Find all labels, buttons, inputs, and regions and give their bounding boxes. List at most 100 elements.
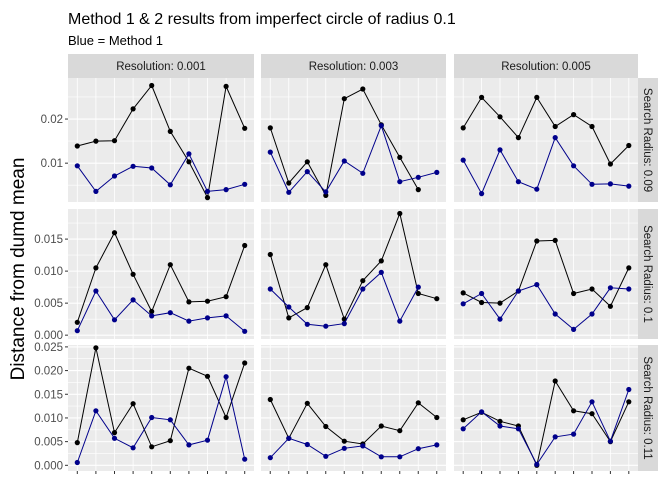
- data-point-method-1: [497, 423, 503, 429]
- data-point-method-1: [534, 461, 540, 467]
- data-point-method-2: [571, 290, 577, 297]
- data-point-method-2: [460, 290, 466, 296]
- data-point-method-1: [571, 431, 577, 437]
- row-strip-label: Search Radius: 0.09: [641, 88, 653, 192]
- column-strip: [68, 54, 254, 78]
- data-point-method-2: [397, 428, 403, 434]
- data-point-method-2: [479, 94, 485, 100]
- data-point-method-2: [515, 135, 522, 141]
- series-line-method-2: [462, 96, 630, 165]
- data-point-method-1: [434, 442, 440, 448]
- data-point-method-1: [74, 163, 80, 169]
- data-point-method-1: [360, 170, 366, 176]
- data-point-method-1: [167, 310, 173, 316]
- data-point-method-2: [111, 230, 118, 236]
- data-point-method-2: [130, 106, 136, 112]
- y-axis-label: Distance from dumd mean: [8, 158, 29, 381]
- panel-background: [261, 78, 446, 202]
- data-point-method-2: [267, 251, 273, 258]
- data-point-method-1: [323, 323, 329, 329]
- data-point-method-1: [589, 399, 595, 405]
- data-point-method-1: [341, 321, 347, 327]
- data-point-method-1: [186, 151, 192, 157]
- data-point-method-1: [497, 147, 503, 153]
- data-point-method-1: [397, 454, 403, 460]
- data-point-method-1: [415, 174, 421, 180]
- data-point-method-1: [149, 313, 155, 319]
- data-point-method-2: [130, 401, 136, 407]
- data-point-method-1: [626, 183, 632, 189]
- facet-panel: [68, 209, 254, 339]
- data-point-method-1: [186, 318, 192, 324]
- data-point-method-2: [149, 308, 155, 315]
- facet-panel: [68, 345, 254, 471]
- data-point-method-1: [460, 157, 466, 163]
- data-point-method-2: [204, 298, 211, 304]
- data-point-method-1: [111, 435, 118, 441]
- panel-background: [68, 345, 254, 471]
- data-point-method-1: [397, 179, 403, 185]
- y-tick-label: 0.02: [41, 114, 63, 126]
- data-point-method-1: [341, 445, 347, 451]
- data-point-method-2: [479, 299, 485, 306]
- chart-subtitle: Blue = Method 1: [68, 33, 163, 48]
- data-point-method-1: [378, 269, 384, 275]
- data-point-method-1: [130, 445, 136, 451]
- data-point-method-1: [479, 409, 485, 415]
- data-point-method-2: [323, 423, 329, 430]
- data-point-method-1: [242, 456, 248, 462]
- data-point-method-1: [304, 321, 310, 327]
- data-point-method-1: [397, 318, 403, 324]
- data-point-method-1: [497, 316, 503, 322]
- row-strip-label: Search Radius: 0.11: [641, 356, 653, 459]
- data-point-method-2: [460, 125, 466, 131]
- data-point-method-2: [74, 319, 80, 325]
- data-point-method-1: [479, 191, 485, 197]
- series-line-method-1: [76, 289, 246, 332]
- data-point-method-2: [626, 265, 632, 271]
- data-point-method-1: [589, 181, 595, 187]
- data-point-method-2: [341, 96, 347, 102]
- data-point-method-1: [204, 437, 211, 443]
- data-point-method-2: [149, 82, 155, 89]
- row-strip: [638, 78, 658, 202]
- data-point-method-1: [149, 414, 155, 421]
- data-point-method-2: [286, 315, 292, 321]
- data-point-method-2: [552, 378, 558, 384]
- data-point-method-2: [204, 195, 211, 201]
- data-point-method-2: [242, 125, 248, 131]
- data-point-method-1: [286, 435, 292, 441]
- row-strip: [638, 209, 658, 339]
- y-tick-label: 0.010: [34, 266, 63, 278]
- series-line-method-2: [76, 347, 246, 448]
- data-point-method-1: [460, 426, 466, 432]
- data-point-method-2: [552, 237, 558, 243]
- series-line-method-2: [77, 84, 246, 200]
- panel-background: [454, 78, 638, 202]
- data-point-method-2: [74, 440, 80, 446]
- data-point-method-2: [130, 271, 136, 277]
- panel-background: [68, 78, 254, 202]
- data-point-method-2: [397, 154, 403, 160]
- data-point-method-2: [167, 262, 173, 268]
- data-point-method-2: [360, 86, 366, 92]
- data-point-method-2: [111, 138, 118, 144]
- data-point-method-2: [223, 294, 229, 300]
- data-point-method-1: [267, 149, 273, 155]
- data-point-method-2: [323, 262, 329, 268]
- series-line-method-1: [76, 152, 245, 193]
- data-point-method-1: [626, 286, 632, 292]
- data-point-method-1: [304, 441, 310, 448]
- data-point-method-1: [130, 297, 136, 303]
- data-point-method-2: [460, 417, 466, 423]
- series-line-method-2: [462, 239, 630, 308]
- chart-title: Method 1 & 2 results from imperfect circ…: [68, 11, 456, 28]
- series-line-method-1: [76, 374, 246, 463]
- y-tick-label: 0.005: [34, 437, 63, 449]
- data-point-method-2: [415, 290, 421, 297]
- data-point-method-2: [607, 303, 614, 309]
- data-point-method-2: [589, 286, 595, 292]
- data-point-method-1: [223, 187, 229, 193]
- data-point-method-1: [286, 304, 292, 310]
